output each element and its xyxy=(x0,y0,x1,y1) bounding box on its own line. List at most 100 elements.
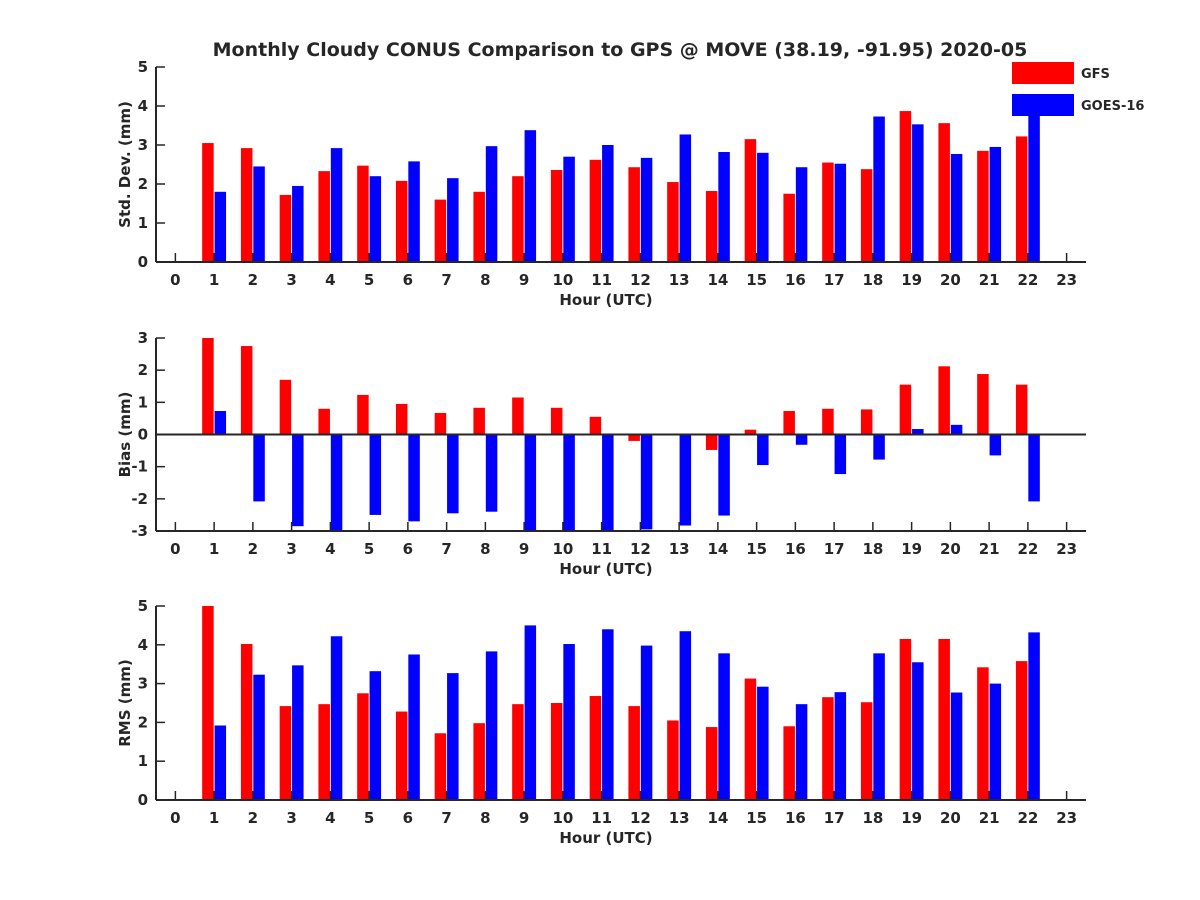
y-tick-label: 1 xyxy=(138,393,148,411)
bar-gfs-hour-17 xyxy=(822,408,834,435)
bar-gfs-hour-8 xyxy=(473,191,485,262)
bar-gfs-hour-7 xyxy=(434,412,447,435)
x-tick-label: 19 xyxy=(901,540,922,558)
x-tick-label: 8 xyxy=(480,809,490,827)
bar-goes-16-hour-8 xyxy=(485,146,498,262)
legend-swatch-goes-16 xyxy=(1012,94,1074,116)
bar-goes-16-hour-13 xyxy=(679,434,692,526)
bar-goes-16-hour-12 xyxy=(640,645,653,800)
bar-goes-16-hour-3 xyxy=(292,665,304,800)
bar-goes-16-hour-13 xyxy=(679,134,692,262)
bar-gfs-hour-10 xyxy=(550,703,563,800)
bar-gfs-hour-22 xyxy=(1015,661,1028,800)
bar-goes-16-hour-19 xyxy=(912,662,924,800)
bar-gfs-hour-2 xyxy=(240,644,253,800)
bar-gfs-hour-2 xyxy=(240,346,253,435)
figure-title: Monthly Cloudy CONUS Comparison to GPS @… xyxy=(213,39,1028,61)
bar-gfs-hour-4 xyxy=(318,171,330,262)
y-tick-label: 4 xyxy=(138,636,148,654)
bar-goes-16-hour-16 xyxy=(795,704,808,800)
panel-1: 0 1 2 3 4 5 6 7 8 9 10 11 12 13 14 15 16 17 18 19 20 21 22 2301… xyxy=(116,58,1086,309)
y-tick-label: 0 xyxy=(138,791,148,809)
x-tick-label: 4 xyxy=(325,271,335,289)
x-tick-label: 3 xyxy=(286,540,296,558)
bar-goes-16-hour-7 xyxy=(447,178,459,262)
bar-gfs-hour-9 xyxy=(512,704,524,800)
x-tick-label: 16 xyxy=(785,809,806,827)
x-tick-label: 17 xyxy=(824,540,845,558)
panel-2: 0 1 2 3 4 5 6 7 8 9 10 11 12 13 14 15 16 17 18 19 20 21 22 23-3… xyxy=(116,329,1086,578)
bar-gfs-hour-5 xyxy=(357,693,369,800)
bar-gfs-hour-1 xyxy=(202,338,214,435)
x-tick-label: 20 xyxy=(940,809,961,827)
bar-gfs-hour-15 xyxy=(744,678,757,800)
bar-goes-16-hour-15 xyxy=(757,434,769,466)
x-tick-label: 9 xyxy=(519,271,529,289)
x-tick-label: 15 xyxy=(746,809,767,827)
bar-gfs-hour-14 xyxy=(705,434,718,450)
x-tick-label: 22 xyxy=(1017,540,1038,558)
bar-gfs-hour-12 xyxy=(628,167,640,262)
bar-gfs-hour-15 xyxy=(744,139,757,262)
bar-goes-16-hour-6 xyxy=(408,654,420,800)
bar-gfs-hour-5 xyxy=(357,394,369,435)
bar-goes-16-hour-12 xyxy=(640,157,653,262)
bar-gfs-hour-19 xyxy=(899,111,912,262)
x-tick-label: 0 xyxy=(170,271,180,289)
bar-gfs-hour-16 xyxy=(783,193,795,262)
bar-goes-16-hour-18 xyxy=(873,653,885,800)
x-tick-label: 11 xyxy=(591,809,612,827)
bar-goes-16-hour-10 xyxy=(563,644,575,800)
bar-goes-16-hour-20 xyxy=(950,424,963,435)
bar-goes-16-hour-3 xyxy=(292,185,304,262)
x-tick-label: 17 xyxy=(824,271,845,289)
bar-gfs-hour-3 xyxy=(279,379,292,435)
x-tick-label: 14 xyxy=(707,271,728,289)
bar-goes-16-hour-6 xyxy=(408,434,420,522)
bar-goes-16-hour-10 xyxy=(563,156,575,262)
bar-gfs-hour-10 xyxy=(550,169,563,262)
x-tick-label: 12 xyxy=(630,540,651,558)
x-tick-label: 4 xyxy=(325,540,335,558)
x-tick-label: 16 xyxy=(785,271,806,289)
bar-goes-16-hour-2 xyxy=(253,434,265,502)
bar-goes-16-hour-6 xyxy=(408,161,420,262)
x-tick-label: 0 xyxy=(170,809,180,827)
x-tick-label: 21 xyxy=(979,540,1000,558)
bar-gfs-hour-13 xyxy=(667,182,679,262)
bar-goes-16-hour-18 xyxy=(873,116,885,262)
y-tick-label: 0 xyxy=(138,426,148,444)
bar-goes-16-hour-17 xyxy=(834,692,847,800)
x-tick-label: 22 xyxy=(1017,809,1038,827)
y-tick-label: 5 xyxy=(138,58,148,76)
bar-goes-16-hour-22 xyxy=(1028,632,1040,800)
x-tick-label: 18 xyxy=(862,809,883,827)
bar-goes-16-hour-12 xyxy=(640,434,653,530)
x-tick-label: 9 xyxy=(519,540,529,558)
bar-goes-16-hour-5 xyxy=(369,176,382,262)
bar-goes-16-hour-19 xyxy=(912,429,924,435)
bar-gfs-hour-19 xyxy=(899,384,912,435)
x-tick-label: 3 xyxy=(286,809,296,827)
chart-panels: 0 1 2 3 4 5 6 7 8 9 10 11 12 13 14 15 16 17 18 19 20 21 22 2301… xyxy=(116,58,1086,847)
y-tick-label: 1 xyxy=(138,752,148,770)
bar-goes-16-hour-2 xyxy=(253,166,265,262)
x-tick-label: 3 xyxy=(286,271,296,289)
bar-gfs-hour-13 xyxy=(667,720,679,800)
panel-3: 0 1 2 3 4 5 6 7 8 9 10 11 12 13 14 15 16 17 18 19 20 21 22 2301… xyxy=(116,597,1086,847)
bar-gfs-hour-12 xyxy=(628,434,640,441)
x-tick-label: 20 xyxy=(940,271,961,289)
y-axis-label: RMS (mm) xyxy=(116,659,134,746)
bar-goes-16-hour-4 xyxy=(330,434,343,531)
bar-gfs-hour-19 xyxy=(899,638,912,800)
x-tick-label: 10 xyxy=(552,809,573,827)
bar-gfs-hour-22 xyxy=(1015,384,1028,435)
bar-gfs-hour-3 xyxy=(279,194,292,262)
y-tick-label: 3 xyxy=(138,675,148,693)
legend: GFS GOES-16 xyxy=(1012,62,1144,116)
x-tick-label: 12 xyxy=(630,271,651,289)
bar-gfs-hour-14 xyxy=(705,727,718,800)
bar-gfs-hour-18 xyxy=(860,409,873,435)
x-tick-label: 23 xyxy=(1056,271,1077,289)
bar-goes-16-hour-11 xyxy=(602,629,614,800)
